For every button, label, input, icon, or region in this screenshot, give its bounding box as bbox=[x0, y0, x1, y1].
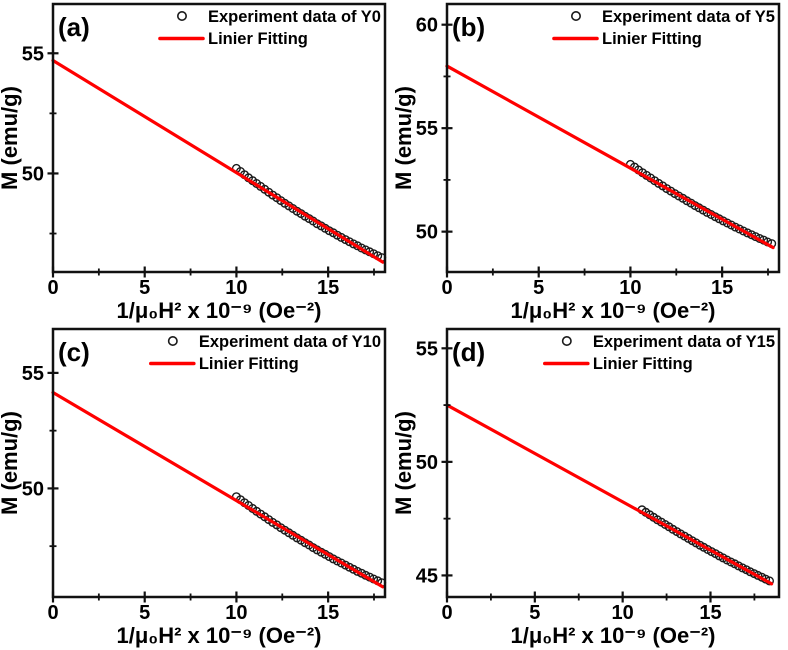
y-tick-label: 55 bbox=[416, 118, 438, 140]
legend-label-fit: Linier Fitting bbox=[602, 30, 702, 48]
legend-label-experiment: Experiment data of Y10 bbox=[199, 333, 381, 351]
legend-label-experiment: Experiment data of Y15 bbox=[593, 333, 775, 351]
x-tick-label: 10 bbox=[619, 277, 641, 299]
chart-canvas-d: 0 5 10 15 45 50 55 1/μ₀H² x 10⁻⁹ (Oe⁻²) M (emu/g… bbox=[394, 327, 781, 648]
legend-marker-circle bbox=[176, 11, 187, 21]
y-tick-label: 50 bbox=[22, 163, 44, 185]
x-axis-label: 1/μ₀H² x 10⁻⁹ (Oe⁻²) bbox=[511, 298, 716, 323]
y-tick-label: 50 bbox=[416, 452, 438, 474]
panel-letter: (b) bbox=[452, 12, 485, 42]
panel-a: 0 5 10 15 50 55 1/μ₀H² x 10⁻⁹ (Oe⁻²) M (emu/g) (… bbox=[0, 0, 394, 325]
x-tick-label: 0 bbox=[441, 277, 452, 299]
x-tick-label: 5 bbox=[139, 277, 150, 299]
x-axis-label: 1/μ₀H² x 10⁻⁹ (Oe⁻²) bbox=[511, 623, 716, 648]
x-tick-label: 10 bbox=[225, 602, 247, 624]
legend-label-experiment: Experiment data of Y0 bbox=[208, 8, 381, 26]
y-axis-label: M (emu/g) bbox=[394, 411, 416, 515]
x-tick-label: 15 bbox=[317, 277, 339, 299]
x-tick-label: 10 bbox=[612, 602, 634, 624]
y-tick-label: 60 bbox=[416, 15, 438, 37]
plot-border bbox=[445, 2, 781, 274]
fit-line bbox=[51, 390, 385, 589]
legend-marker-circle bbox=[561, 336, 572, 346]
plot-border bbox=[445, 327, 781, 599]
legend-label-experiment: Experiment data of Y5 bbox=[602, 8, 775, 26]
plot-border bbox=[51, 327, 387, 599]
legend-marker-circle bbox=[570, 11, 581, 21]
x-tick-label: 5 bbox=[529, 602, 540, 624]
x-axis-label: 1/μ₀H² x 10⁻⁹ (Oe⁻²) bbox=[117, 298, 322, 323]
y-tick-label: 45 bbox=[416, 565, 438, 587]
x-tick-label: 0 bbox=[47, 602, 58, 624]
x-tick-label: 5 bbox=[533, 277, 544, 299]
chart-canvas-b: 0 5 10 15 50 55 60 1/μ₀H² x 10⁻⁹ (Oe⁻²) M (emu/g… bbox=[394, 2, 781, 323]
y-tick-label: 55 bbox=[22, 363, 44, 385]
y-axis-label: M (emu/g) bbox=[0, 411, 22, 515]
plot-border bbox=[51, 2, 387, 274]
panel-b: 0 5 10 15 50 55 60 1/μ₀H² x 10⁻⁹ (Oe⁻²) M (emu/g… bbox=[394, 0, 788, 325]
panel-letter: (a) bbox=[58, 12, 90, 42]
panel-letter: (d) bbox=[452, 337, 485, 367]
y-tick-label: 50 bbox=[22, 478, 44, 500]
legend-marker-circle bbox=[167, 336, 178, 346]
x-tick-label: 0 bbox=[441, 602, 452, 624]
y-tick-label: 50 bbox=[416, 222, 438, 244]
x-tick-label: 15 bbox=[699, 602, 721, 624]
y-tick-label: 55 bbox=[416, 338, 438, 360]
fit-line bbox=[445, 403, 774, 586]
y-tick-label: 55 bbox=[22, 43, 44, 65]
legend-label-fit: Linier Fitting bbox=[199, 355, 299, 373]
panel-letter: (c) bbox=[58, 337, 90, 367]
y-axis-label: M (emu/g) bbox=[394, 86, 416, 190]
x-tick-label: 15 bbox=[317, 602, 339, 624]
x-tick-label: 0 bbox=[47, 277, 58, 299]
x-axis-label: 1/μ₀H² x 10⁻⁹ (Oe⁻²) bbox=[117, 623, 322, 648]
data-point bbox=[738, 226, 748, 236]
panel-d: 0 5 10 15 45 50 55 1/μ₀H² x 10⁻⁹ (Oe⁻²) M (emu/g… bbox=[394, 325, 788, 650]
legend-label-fit: Linier Fitting bbox=[593, 355, 693, 373]
x-tick-label: 5 bbox=[139, 602, 150, 624]
panel-c: 0 5 10 15 50 55 1/μ₀H² x 10⁻⁹ (Oe⁻²) M (emu/g) (… bbox=[0, 325, 394, 650]
legend-label-fit: Linier Fitting bbox=[208, 30, 308, 48]
fit-line bbox=[51, 58, 385, 264]
y-axis-label: M (emu/g) bbox=[0, 86, 22, 190]
x-tick-label: 10 bbox=[225, 277, 247, 299]
x-tick-label: 15 bbox=[711, 277, 733, 299]
chart-canvas-c: 0 5 10 15 50 55 1/μ₀H² x 10⁻⁹ (Oe⁻²) M (emu/g) (… bbox=[0, 327, 387, 648]
fit-line bbox=[445, 64, 775, 250]
chart-canvas-a: 0 5 10 15 50 55 1/μ₀H² x 10⁻⁹ (Oe⁻²) M (emu/g) (… bbox=[0, 2, 387, 323]
